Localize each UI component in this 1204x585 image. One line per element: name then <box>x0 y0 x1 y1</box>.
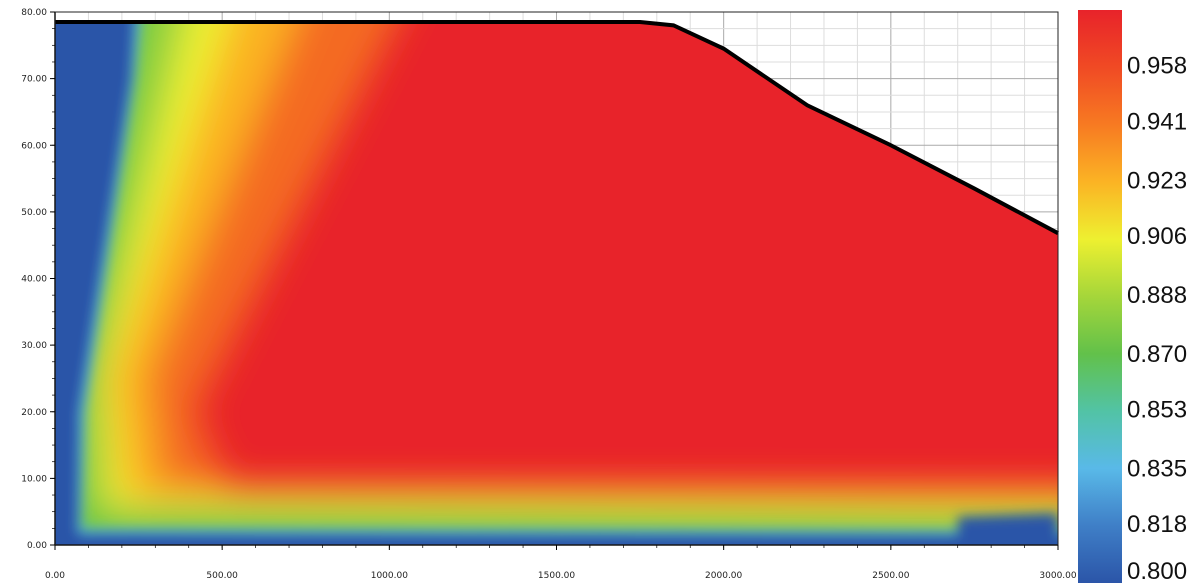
colorbar-tick-label: 0.906 <box>1127 223 1187 250</box>
y-tick-label: 10.00 <box>21 474 47 484</box>
colorbar-gradient <box>1078 10 1122 583</box>
y-tick-label: 80.00 <box>21 8 47 18</box>
colorbar-tick-label: 0.853 <box>1127 396 1187 423</box>
axes: 0.00 10.00 20.00 30.00 40.00 50.00 60.00 70.00 8… <box>21 8 1077 581</box>
band-blue-corner <box>957 513 1058 545</box>
field-edge-bands <box>55 21 1058 545</box>
band-orange <box>55 21 1058 545</box>
band-blue <box>55 21 1058 545</box>
colorbar-tick-label: 0.941 <box>1127 108 1187 135</box>
domain-boundary-line <box>55 19 1059 235</box>
y-tick-label: 70.00 <box>21 75 47 85</box>
x-tick-label: 1500.00 <box>538 571 575 581</box>
y-tick-label: 40.00 <box>21 275 47 285</box>
y-tick-label: 60.00 <box>21 141 47 151</box>
x-tick-label: 2500.00 <box>872 571 909 581</box>
colorbar-tick-label: 0.958 <box>1127 53 1187 80</box>
x-tick-label: 2000.00 <box>705 571 742 581</box>
x-tick-label: 500.00 <box>206 571 238 581</box>
colorbar-tick-label: 0.870 <box>1127 341 1187 368</box>
colorbar: 0.958 0.941 0.923 0.906 0.888 0.870 0.853 0.835… <box>1078 10 1187 585</box>
colorbar-tick-label: 0.835 <box>1127 455 1187 482</box>
x-tick-label: 0.00 <box>45 571 65 581</box>
colorbar-tick-label: 0.800 <box>1127 558 1187 585</box>
y-tick-label: 20.00 <box>21 408 47 418</box>
heatmap-domain <box>55 21 1058 545</box>
x-tick-label: 3000.00 <box>1039 571 1076 581</box>
colorbar-tick-label: 0.888 <box>1127 282 1187 309</box>
y-tick-label: 0.00 <box>27 541 47 551</box>
colorbar-tick-label: 0.818 <box>1127 511 1187 538</box>
heatmap-field <box>55 21 1058 545</box>
colorbar-tick-label: 0.923 <box>1127 167 1187 194</box>
y-tick-label: 30.00 <box>21 341 47 351</box>
x-tick-label: 1000.00 <box>371 571 408 581</box>
y-tick-label: 50.00 <box>21 208 47 218</box>
